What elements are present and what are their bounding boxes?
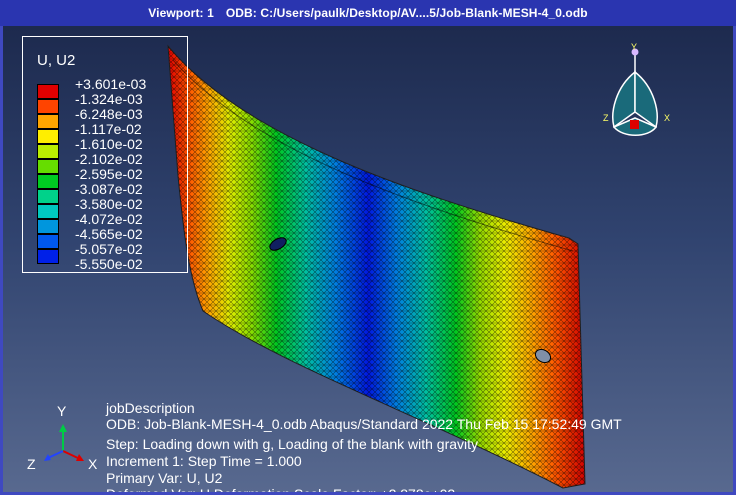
legend-color-swatch bbox=[37, 99, 59, 114]
blank-hole-right bbox=[534, 348, 552, 364]
legend-value-label: -1.324e-03 bbox=[75, 91, 143, 107]
legend-value-label: -4.072e-02 bbox=[75, 211, 143, 227]
legend-color-swatch bbox=[37, 219, 59, 234]
legend-value-label: +3.601e-03 bbox=[75, 76, 147, 92]
legend-value-label: -6.248e-03 bbox=[75, 106, 143, 122]
legend-value-label: -4.565e-02 bbox=[75, 226, 143, 242]
legend-color-swatch bbox=[37, 249, 59, 264]
legend-value-label: -2.102e-02 bbox=[75, 151, 143, 167]
legend-color-swatch bbox=[37, 84, 59, 99]
legend-value-label: -5.550e-02 bbox=[75, 256, 143, 272]
legend-swatch bbox=[37, 219, 59, 234]
legend-value-label: -2.595e-02 bbox=[75, 166, 143, 182]
view-cube-z-label: Z bbox=[603, 113, 609, 123]
legend-swatch bbox=[37, 84, 59, 99]
triad-z-label: Z bbox=[27, 456, 36, 472]
graphics-viewport[interactable]: U, U2 +3.601e-03 -1.324e-03 -6.248e-03 -1.1… bbox=[3, 26, 733, 492]
legend-swatch bbox=[37, 114, 59, 129]
legend-color-swatch bbox=[37, 204, 59, 219]
legend-color-swatch bbox=[37, 129, 59, 144]
legend-color-swatch bbox=[37, 144, 59, 159]
triad-x-label: X bbox=[88, 456, 98, 472]
legend-swatch bbox=[37, 144, 59, 159]
info-odb-line: ODB: Job-Blank-MESH-4_0.odb Abaqus/Stand… bbox=[106, 416, 622, 432]
legend-swatch bbox=[37, 204, 59, 219]
info-step-line: Step: Loading down with g, Loading of th… bbox=[106, 436, 479, 452]
contour-legend[interactable]: U, U2 +3.601e-03 -1.324e-03 -6.248e-03 -1.1… bbox=[22, 36, 188, 273]
info-primary-var: Primary Var: U, U2 bbox=[106, 470, 223, 486]
view-cube[interactable]: Y Z X bbox=[598, 42, 673, 152]
legend-color-swatch bbox=[37, 189, 59, 204]
legend-value-label: -1.117e-02 bbox=[75, 121, 142, 137]
info-deformed-var: Deformed Var: U Deformation Scale Factor… bbox=[106, 486, 455, 492]
legend-title: U, U2 bbox=[37, 52, 76, 69]
legend-value-label: -3.580e-02 bbox=[75, 196, 143, 212]
odb-path-label: ODB: C:/Users/paulk/Desktop/AV....5/Job-… bbox=[225, 6, 588, 20]
info-increment-line: Increment 1: Step Time = 1.000 bbox=[106, 453, 302, 469]
info-job-description: jobDescription bbox=[106, 400, 195, 416]
legend-color-swatch bbox=[37, 114, 59, 129]
viewport-title-bar[interactable]: Viewport: 1 ODB: C:/Users/paulk/Desktop/… bbox=[0, 0, 736, 26]
legend-swatch bbox=[37, 189, 59, 204]
legend-value-label: -5.057e-02 bbox=[75, 241, 143, 257]
legend-value-label: -1.610e-02 bbox=[75, 136, 143, 152]
legend-swatch bbox=[37, 129, 59, 144]
legend-color-swatch bbox=[37, 234, 59, 249]
legend-color-swatch bbox=[37, 174, 59, 189]
legend-color-swatch bbox=[37, 159, 59, 174]
legend-swatch bbox=[37, 159, 59, 174]
legend-swatch bbox=[37, 99, 59, 114]
legend-swatch bbox=[37, 174, 59, 189]
axis-triad bbox=[44, 424, 84, 461]
deformed-mesh-contour bbox=[167, 44, 586, 489]
blank-hole-left bbox=[269, 237, 287, 251]
view-cube-y-label: Y bbox=[631, 42, 637, 52]
view-cube-x-label: X bbox=[664, 113, 670, 123]
legend-value-label: -3.087e-02 bbox=[75, 181, 143, 197]
legend-swatch bbox=[37, 234, 59, 249]
legend-swatch bbox=[37, 249, 59, 264]
viewport-label: Viewport: 1 bbox=[148, 6, 214, 20]
triad-y-label: Y bbox=[57, 403, 67, 419]
